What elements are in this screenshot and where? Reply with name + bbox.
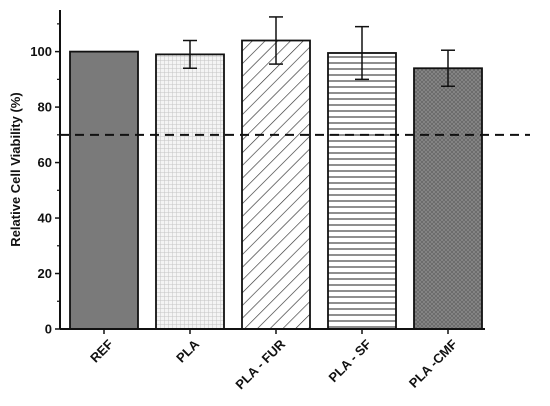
- bars-layer: [69, 39, 483, 330]
- y-tick-label: 100: [30, 44, 52, 59]
- x-tick-label: PLA - SF: [326, 336, 375, 385]
- y-tick-label: 80: [38, 100, 52, 115]
- y-axis-title: Relative Cell Viability (%): [8, 92, 23, 246]
- error-bar: [355, 25, 369, 81]
- error-bar: [269, 16, 283, 65]
- x-tick-label: PLA: [173, 336, 202, 365]
- bar-pla: [155, 53, 225, 330]
- bar-pla-sf: [327, 52, 397, 330]
- x-tick-label: REF: [87, 336, 116, 365]
- bar-ref: [69, 50, 139, 330]
- y-ticks: 0 20 40 60 80 100: [30, 23, 60, 337]
- x-tick-label: PLA -CMF: [406, 336, 460, 390]
- bar-pla-fur: [241, 39, 311, 330]
- x-tick-label: PLA - FUR: [232, 336, 288, 392]
- bar-pla-cmf: [413, 67, 483, 330]
- error-bar: [183, 39, 197, 70]
- error-bar: [441, 49, 455, 88]
- y-tick-label: 20: [38, 266, 52, 281]
- axes-layer: [59, 10, 485, 330]
- x-ticks: REF PLA PLA - FUR PLA - SF PLA -CMF: [87, 329, 460, 392]
- y-tick-label: 60: [38, 155, 52, 170]
- y-tick-label: 40: [38, 211, 52, 226]
- error-bars-layer: [183, 16, 455, 88]
- y-tick-label: 0: [45, 322, 52, 337]
